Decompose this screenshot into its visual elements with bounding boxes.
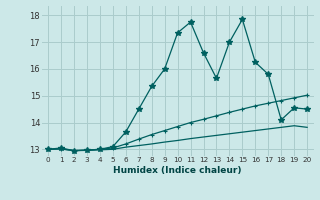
X-axis label: Humidex (Indice chaleur): Humidex (Indice chaleur) [113, 166, 242, 175]
